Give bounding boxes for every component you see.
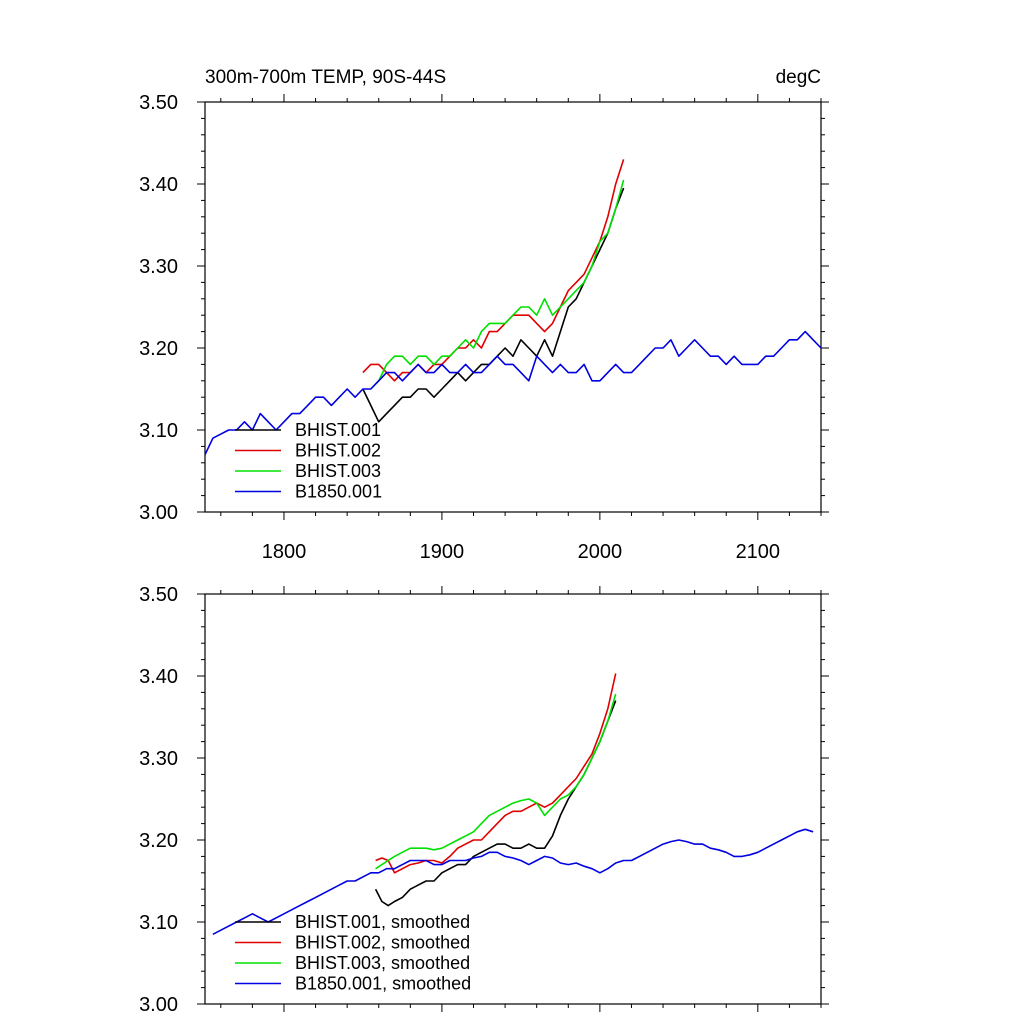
y-tick-label: 3.20	[139, 338, 178, 360]
series-line	[375, 673, 617, 874]
plot-frame	[204, 101, 822, 513]
bottom-panel: 3.00 3.10 3.20 3.30 3.40 3.50 BHIST.001, smoot…	[139, 584, 829, 1016]
y-tick-label: 3.50	[139, 92, 178, 114]
top-panel: 3.00 3.10 3.20 3.30 3.40 3.50 1800 1900 2000 2100…	[139, 92, 829, 563]
x-tick-label: 2100	[736, 541, 781, 563]
units-label: degC	[776, 67, 821, 88]
series-line	[362, 187, 625, 423]
series-line	[362, 159, 625, 382]
y-tick-label: 3.20	[139, 830, 178, 852]
chart-title: 300m-700m TEMP, 90S-44S	[205, 67, 446, 88]
y-tick-label: 3.40	[139, 666, 178, 688]
y-tick-label: 3.30	[139, 256, 178, 278]
y-tick-label: 3.30	[139, 748, 178, 770]
legend-label: BHIST.001, smoothed	[295, 912, 470, 932]
y-tick-label: 3.40	[139, 174, 178, 196]
series-line	[375, 693, 617, 870]
legend-label: BHIST.002	[295, 441, 381, 461]
series-line	[212, 828, 814, 936]
legend-label: BHIST.001	[295, 420, 381, 440]
legend-label: B1850.001, smoothed	[295, 974, 471, 994]
plot-frame	[204, 593, 822, 1005]
y-tick-label: 3.10	[139, 420, 178, 442]
legend-label: B1850.001	[295, 482, 382, 502]
series-line	[204, 330, 822, 455]
legend-label: BHIST.002, smoothed	[295, 933, 470, 953]
y-tick-label: 3.50	[139, 584, 178, 606]
legend-label: BHIST.003	[295, 461, 381, 481]
x-tick-label: 2000	[578, 541, 623, 563]
series-line	[370, 179, 625, 390]
y-tick-label: 3.10	[139, 912, 178, 934]
y-tick-label: 3.00	[139, 994, 178, 1016]
series-line	[374, 700, 617, 907]
legend-label: BHIST.003, smoothed	[295, 953, 470, 973]
x-tick-label: 1900	[420, 541, 465, 563]
y-tick-label: 3.00	[139, 502, 178, 524]
x-tick-label: 1800	[262, 541, 307, 563]
